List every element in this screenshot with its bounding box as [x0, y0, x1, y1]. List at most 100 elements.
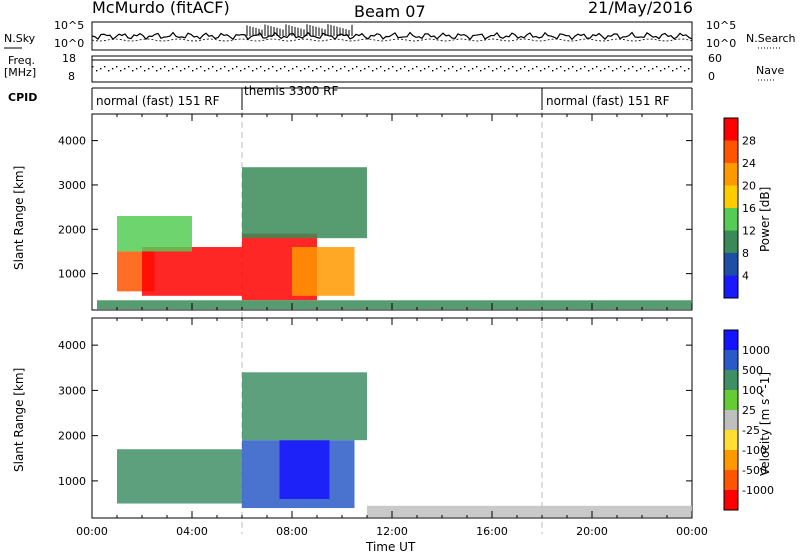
- freq-dot: [160, 68, 162, 70]
- noise-right-bottom: 10^0: [706, 37, 737, 50]
- freq-dot: [448, 68, 450, 70]
- freq-dot: [276, 70, 278, 72]
- xtick-label: 12:00: [376, 525, 408, 538]
- freq-dot: [220, 68, 222, 70]
- freq-dot: [684, 70, 686, 72]
- freq-dot: [456, 70, 458, 72]
- freq-dot: [104, 66, 106, 68]
- freq-dot: [668, 66, 670, 68]
- freq-label: Freq.: [8, 54, 36, 67]
- freq-dot: [516, 70, 518, 72]
- freq-dot: [656, 66, 658, 68]
- freq-dot: [376, 68, 378, 70]
- freq-dot: [112, 68, 114, 70]
- freq-dot: [364, 68, 366, 70]
- freq-dot: [292, 68, 294, 70]
- freq-dot: [604, 68, 606, 70]
- freq-dot: [228, 70, 230, 72]
- noise-right-top: 10^5: [706, 19, 737, 32]
- freq-dot: [628, 68, 630, 70]
- freq-dot: [244, 68, 246, 70]
- velocity-cbar-tick: 500: [742, 364, 763, 377]
- beam-title: Beam 07: [354, 2, 426, 21]
- freq-dot: [308, 66, 310, 68]
- freq-dot: [208, 68, 210, 70]
- freq-dot: [352, 68, 354, 70]
- power-cbar-swatch: [724, 208, 738, 231]
- freq-dot: [584, 66, 586, 68]
- freq-dot: [432, 70, 434, 72]
- velocity-panel-region: [117, 449, 242, 504]
- freq-dot: [260, 66, 262, 68]
- velocity-cbar-swatch: [724, 370, 738, 390]
- freq-dot: [140, 66, 142, 68]
- power-panel-ytick-label: 1000: [58, 268, 86, 281]
- freq-dot: [492, 70, 494, 72]
- power-cbar-frame: [723, 117, 739, 299]
- freq-dot: [636, 70, 638, 72]
- velocity-cbar-tick: -100: [742, 444, 767, 457]
- freq-left-bottom: 8: [68, 70, 75, 83]
- date-title: 21/May/2016: [588, 0, 693, 17]
- freq-dot: [392, 66, 394, 68]
- freq-dot: [500, 66, 502, 68]
- freq-dot: [96, 70, 98, 72]
- freq-dot: [100, 68, 102, 70]
- freq-panel: [91, 55, 693, 83]
- velocity-panel-ytick-label: 1000: [58, 475, 86, 488]
- freq-dot: [124, 68, 126, 70]
- freq-dot: [508, 68, 510, 70]
- freq-dot: [320, 66, 322, 68]
- freq-dot: [288, 70, 290, 72]
- freq-dot: [200, 66, 202, 68]
- xlabel: Time UT: [366, 540, 416, 554]
- freq-dot: [548, 66, 550, 68]
- freq-dot: [672, 70, 674, 72]
- power-panel-ytick-label: 4000: [58, 135, 86, 148]
- freq-dot: [428, 66, 430, 68]
- power-cbar-swatch: [724, 140, 738, 163]
- velocity-cbar-tick: 25: [742, 404, 756, 417]
- power-cbar-tick: 28: [742, 135, 756, 148]
- freq-dot: [232, 68, 234, 70]
- freq-dot: [452, 66, 454, 68]
- freq-dot: [496, 68, 498, 70]
- freq-dot: [408, 70, 410, 72]
- freq-dot: [252, 70, 254, 72]
- freq-dot: [596, 66, 598, 68]
- freq-dot: [156, 70, 158, 72]
- freq-dot: [564, 70, 566, 72]
- freq-dot: [632, 66, 634, 68]
- freq-dot: [236, 66, 238, 68]
- freq-dot: [660, 70, 662, 72]
- freq-dot: [280, 68, 282, 70]
- power-cbar-swatch: [724, 185, 738, 208]
- freq-dot: [120, 70, 122, 72]
- freq-dot: [372, 70, 374, 72]
- power-cbar-swatch: [724, 230, 738, 253]
- freq-dot: [524, 66, 526, 68]
- freq-dot: [648, 70, 650, 72]
- xtick-label: 00:00: [676, 525, 708, 538]
- freq-dot: [644, 66, 646, 68]
- freq-dot: [272, 66, 274, 68]
- freq-dot: [664, 68, 666, 70]
- freq-dot: [624, 70, 626, 72]
- noise-left-bottom: 10^0: [54, 37, 85, 50]
- velocity-panel-region: [367, 505, 692, 518]
- velocity-cbar-tick: 1000: [742, 344, 770, 357]
- freq-dot: [384, 70, 386, 72]
- velocity-cbar-swatch: [724, 490, 738, 510]
- xtick-label: 04:00: [176, 525, 208, 538]
- power-panel-region: [117, 215, 192, 252]
- freq-dot: [388, 68, 390, 70]
- freq-left-top: 18: [62, 52, 76, 65]
- freq-dot: [224, 66, 226, 68]
- freq-dot: [532, 68, 534, 70]
- freq-dot: [92, 66, 94, 68]
- power-panel-region: [97, 300, 692, 310]
- freq-dot: [592, 68, 594, 70]
- freq-dot: [436, 68, 438, 70]
- nsearch-trace: [91, 38, 693, 42]
